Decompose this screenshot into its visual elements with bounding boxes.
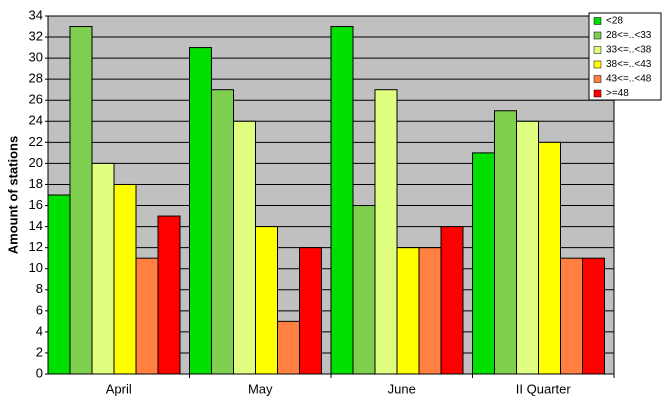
y-tick-label: 28 xyxy=(29,71,43,86)
bar xyxy=(374,89,398,375)
legend-swatch xyxy=(593,31,602,40)
bar xyxy=(299,247,322,375)
y-tick-label: 0 xyxy=(36,365,43,380)
y-tick-label: 24 xyxy=(29,113,43,128)
y-tick-label: 10 xyxy=(29,260,43,275)
bar xyxy=(396,247,420,375)
y-tick-label: 2 xyxy=(36,344,43,359)
y-tick-label: 8 xyxy=(36,281,43,296)
legend-box xyxy=(588,12,662,101)
bar xyxy=(277,320,300,375)
y-tick-label: 30 xyxy=(29,50,43,65)
legend-swatch xyxy=(593,89,602,98)
bar xyxy=(113,183,137,375)
bar xyxy=(157,215,181,375)
bar xyxy=(494,110,517,375)
legend-label: >=48 xyxy=(606,88,629,99)
bar xyxy=(69,26,93,375)
y-axis-title: Amount of stations xyxy=(5,136,20,254)
bar xyxy=(255,226,278,375)
bar xyxy=(91,162,115,375)
x-tick-label: II Quarter xyxy=(516,381,572,396)
legend-label: 28<=..<33 xyxy=(606,30,652,41)
y-tick-label: 14 xyxy=(29,218,43,233)
bar xyxy=(47,194,71,375)
y-tick-label: 20 xyxy=(29,155,43,170)
bar xyxy=(211,89,234,375)
y-tick-label: 18 xyxy=(29,176,43,191)
bar xyxy=(472,152,495,375)
legend-swatch xyxy=(593,75,602,83)
y-tick-label: 12 xyxy=(29,239,43,254)
y-tick-label: 32 xyxy=(29,28,43,43)
bar xyxy=(418,247,442,375)
bar xyxy=(330,26,354,375)
bar xyxy=(233,120,256,375)
legend-swatch xyxy=(593,46,602,54)
y-tick-label: 4 xyxy=(36,323,43,338)
bar xyxy=(538,141,561,375)
plot-frame xyxy=(47,15,615,375)
legend-swatch xyxy=(593,60,602,69)
y-tick-label: 34 xyxy=(29,7,43,22)
y-tick-label: 22 xyxy=(29,134,43,149)
legend-swatch xyxy=(593,17,602,25)
bar xyxy=(440,226,464,375)
bar xyxy=(560,257,583,375)
bar xyxy=(516,120,539,375)
legend-label: 33<=..<38 xyxy=(606,45,652,56)
legend-label: 38<=..<43 xyxy=(606,59,652,70)
y-tick-label: 6 xyxy=(36,302,43,317)
legend-label: <28 xyxy=(606,16,623,27)
bar xyxy=(135,257,159,375)
legend-label: 43<=..<48 xyxy=(606,74,652,85)
legend: <28 28<=..<33 33<=..<38 38<=..<43 43<=..<48 >… xyxy=(588,12,662,101)
y-tick-label: 26 xyxy=(29,92,43,107)
y-tick-label: 16 xyxy=(29,197,43,212)
bar xyxy=(582,257,605,375)
x-tick-label: April xyxy=(106,381,132,396)
bar xyxy=(189,47,212,375)
x-tick-label: May xyxy=(248,381,273,396)
x-tick-label: June xyxy=(388,381,416,396)
bar xyxy=(352,205,376,375)
